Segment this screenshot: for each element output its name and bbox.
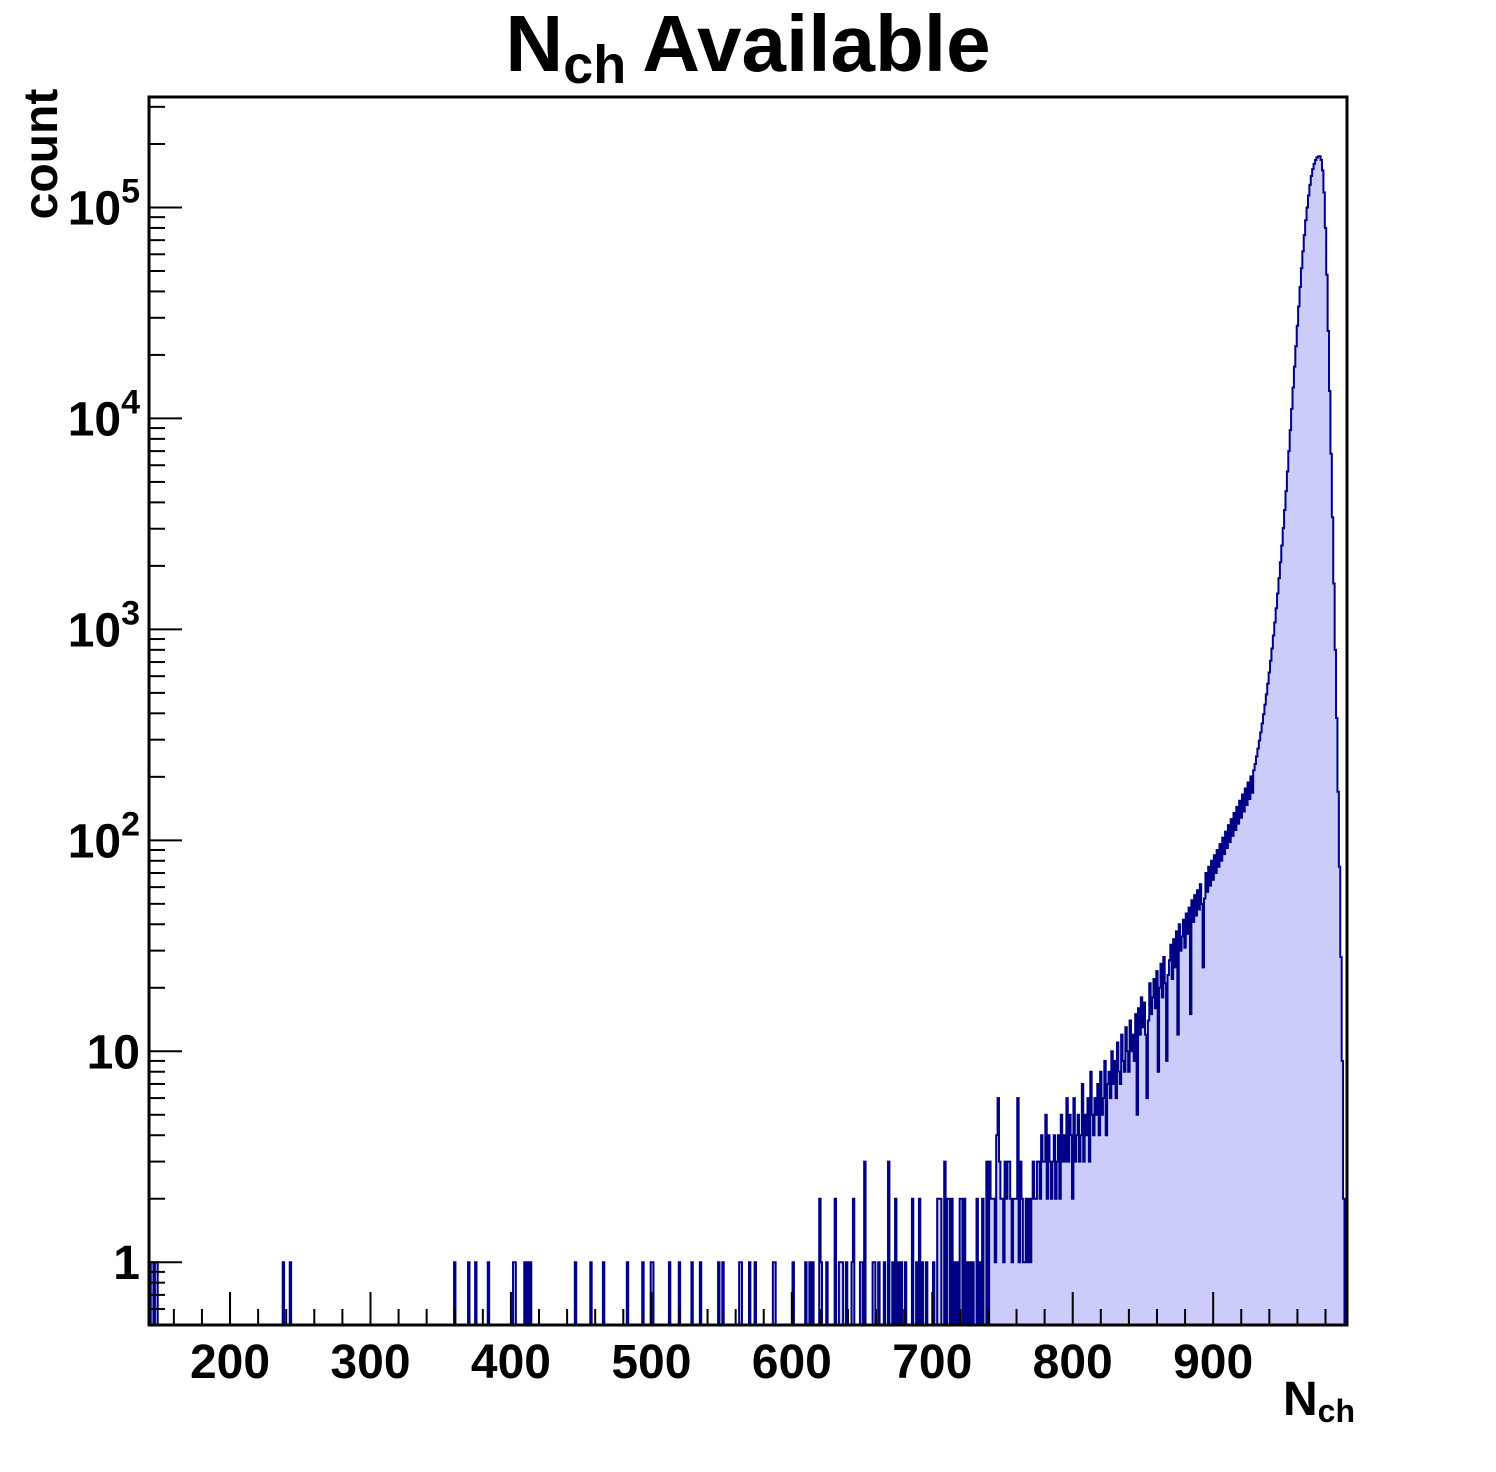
- histogram-path: [149, 155, 1346, 1325]
- tick-labels: 200 300 400 500 600 700 800 900 1 10 102 103 104 105: [68, 172, 1254, 1389]
- y-tick-label: 102: [68, 805, 140, 868]
- x-tick-label: 300: [330, 1336, 410, 1389]
- x-axis-title-subscript: ch: [1317, 1393, 1356, 1430]
- histogram-series: [149, 155, 1346, 1325]
- chart-title-suffix: Available: [642, 0, 991, 88]
- chart-title-prefix: N: [505, 0, 564, 88]
- y-tick-label: 103: [68, 594, 140, 657]
- y-tick-label: 105: [68, 172, 140, 235]
- y-tick-label: 10: [87, 1026, 140, 1079]
- x-axis-title: Nch: [1283, 1372, 1355, 1430]
- x-tick-label: 700: [892, 1336, 972, 1389]
- y-axis-title: count: [15, 88, 68, 220]
- x-tick-label: 500: [611, 1336, 691, 1389]
- x-tick-label: 200: [190, 1336, 270, 1389]
- chart-title-subscript: ch: [563, 34, 627, 95]
- axis-ticks: [149, 105, 1327, 1325]
- x-tick-label: 800: [1033, 1336, 1113, 1389]
- x-tick-label: 600: [752, 1336, 832, 1389]
- x-axis-title-prefix: N: [1283, 1373, 1318, 1426]
- y-tick-label: 1: [113, 1237, 140, 1290]
- chart-title: Nch Available: [0, 0, 1496, 109]
- y-tick-label: 104: [68, 383, 140, 446]
- plot-frame: [147, 95, 1349, 1327]
- x-tick-label: 900: [1173, 1336, 1253, 1389]
- x-tick-label: 400: [471, 1336, 551, 1389]
